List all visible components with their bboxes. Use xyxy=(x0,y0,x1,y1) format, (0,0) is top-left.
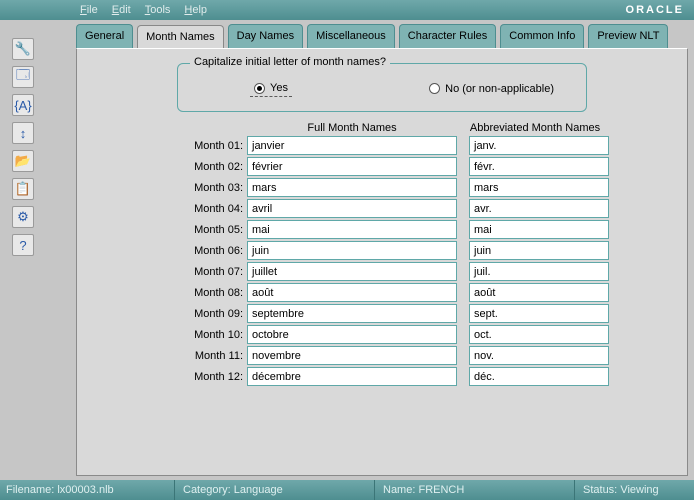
status-status: Status: Viewing xyxy=(575,480,694,500)
status-name: Name: FRENCH xyxy=(375,480,575,500)
full-month-input[interactable]: mai xyxy=(247,220,457,239)
tab-general[interactable]: General xyxy=(76,24,133,48)
abbr-month-input[interactable]: févr. xyxy=(469,157,609,176)
radio-yes-label: Yes xyxy=(270,82,288,94)
full-month-input[interactable]: octobre xyxy=(247,325,457,344)
month-row: Month 05: maimai xyxy=(187,220,667,239)
full-month-input[interactable]: novembre xyxy=(247,346,457,365)
radio-no-label: No (or non-applicable) xyxy=(445,83,554,95)
tool-button-7[interactable]: ? xyxy=(12,234,34,256)
menubar: File Edit Tools Help xyxy=(0,0,694,20)
tab-character-rules[interactable]: Character Rules xyxy=(399,24,496,48)
month-label: Month 07: xyxy=(187,266,243,278)
month-label: Month 01: xyxy=(187,140,243,152)
abbr-month-input[interactable]: janv. xyxy=(469,136,609,155)
month-row: Month 09: septembre sept. xyxy=(187,304,667,323)
full-month-input[interactable]: avril xyxy=(247,199,457,218)
tool-button-3[interactable]: ↕ xyxy=(12,122,34,144)
full-month-input[interactable]: mars xyxy=(247,178,457,197)
full-month-input[interactable]: septembre xyxy=(247,304,457,323)
status-filename: Filename: lx00003.nlb xyxy=(0,480,175,500)
full-month-input[interactable]: janvier xyxy=(247,136,457,155)
month-row: Month 07: juillet juil. xyxy=(187,262,667,281)
menu-help[interactable]: Help xyxy=(184,4,207,16)
month-row: Month 02: février févr. xyxy=(187,157,667,176)
month-row: Month 03: mars mars xyxy=(187,178,667,197)
tab-preview-nlt[interactable]: Preview NLT xyxy=(588,24,668,48)
tool-button-2[interactable]: {A} xyxy=(12,94,34,116)
tool-button-5[interactable]: 📋 xyxy=(12,178,34,200)
tool-button-0[interactable]: 🔧 xyxy=(12,38,34,60)
col-abbr-header: Abbreviated Month Names xyxy=(465,122,605,134)
full-month-input[interactable]: février xyxy=(247,157,457,176)
tab-bar: GeneralMonth NamesDay NamesMiscellaneous… xyxy=(46,24,684,49)
abbr-month-input[interactable]: avr. xyxy=(469,199,609,218)
tab-day-names[interactable]: Day Names xyxy=(228,24,303,48)
month-label: Month 04: xyxy=(187,203,243,215)
abbr-month-input[interactable]: mars xyxy=(469,178,609,197)
month-row: Month 12: décembre déc. xyxy=(187,367,667,386)
radio-no[interactable]: No (or non-applicable) xyxy=(429,83,554,95)
brand-logo: ORACLE xyxy=(626,0,684,20)
full-month-input[interactable]: décembre xyxy=(247,367,457,386)
abbr-month-input[interactable]: juil. xyxy=(469,262,609,281)
status-bar: Filename: lx00003.nlb Category: Language… xyxy=(0,480,694,500)
full-month-input[interactable]: août xyxy=(247,283,457,302)
month-label: Month 08: xyxy=(187,287,243,299)
month-row: Month 06: juin juin xyxy=(187,241,667,260)
month-label: Month 06: xyxy=(187,245,243,257)
menu-tools[interactable]: Tools xyxy=(145,4,171,16)
group-title: Capitalize initial letter of month names… xyxy=(190,56,390,68)
abbr-month-input[interactable]: août xyxy=(469,283,609,302)
tab-miscellaneous[interactable]: Miscellaneous xyxy=(307,24,395,48)
menu-file[interactable]: File xyxy=(80,4,98,16)
month-row: Month 11: novembre nov. xyxy=(187,346,667,365)
month-row: Month 04: avril avr. xyxy=(187,199,667,218)
month-label: Month 09: xyxy=(187,308,243,320)
month-row: Month 08: août août xyxy=(187,283,667,302)
abbr-month-input[interactable]: nov. xyxy=(469,346,609,365)
month-grid: Month 01: janvier janv. Month 02: février fév… xyxy=(187,136,667,386)
month-label: Month 02: xyxy=(187,161,243,173)
abbr-month-input[interactable]: juin xyxy=(469,241,609,260)
month-names-panel: Capitalize initial letter of month names… xyxy=(76,48,688,476)
col-full-header: Full Month Names xyxy=(247,122,457,134)
month-label: Month 05: xyxy=(187,224,243,236)
vertical-toolbar: 🔧 🗔 {A} ↕ 📂 📋 ⚙? xyxy=(0,20,46,480)
full-month-input[interactable]: juin xyxy=(247,241,457,260)
abbr-month-input[interactable]: mai xyxy=(469,220,609,239)
menu-edit[interactable]: Edit xyxy=(112,4,131,16)
tab-common-info[interactable]: Common Info xyxy=(500,24,584,48)
tab-month-names[interactable]: Month Names xyxy=(137,25,223,49)
capitalize-group: Capitalize initial letter of month names… xyxy=(177,63,587,112)
month-row: Month 01: janvier janv. xyxy=(187,136,667,155)
abbr-month-input[interactable]: oct. xyxy=(469,325,609,344)
tool-button-1[interactable]: 🗔 xyxy=(12,66,34,88)
full-month-input[interactable]: juillet xyxy=(247,262,457,281)
abbr-month-input[interactable]: sept. xyxy=(469,304,609,323)
month-label: Month 03: xyxy=(187,182,243,194)
tool-button-6[interactable]: ⚙ xyxy=(12,206,34,228)
month-row: Month 10: octobre oct. xyxy=(187,325,667,344)
month-label: Month 12: xyxy=(187,371,243,383)
month-label: Month 10: xyxy=(187,329,243,341)
status-category: Category: Language xyxy=(175,480,375,500)
month-label: Month 11: xyxy=(187,350,243,362)
abbr-month-input[interactable]: déc. xyxy=(469,367,609,386)
radio-yes[interactable]: Yes xyxy=(250,80,292,97)
tool-button-4[interactable]: 📂 xyxy=(12,150,34,172)
